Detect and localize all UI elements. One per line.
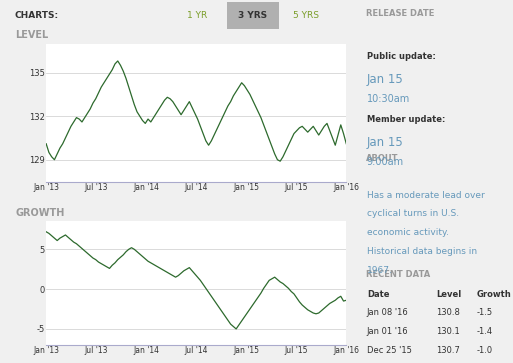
Text: 130.7: 130.7 bbox=[436, 346, 460, 355]
Text: 1 YR: 1 YR bbox=[187, 11, 207, 20]
Text: Date: Date bbox=[367, 290, 389, 299]
Text: LEVEL: LEVEL bbox=[15, 30, 49, 40]
Text: 1967.: 1967. bbox=[367, 266, 392, 275]
Text: 3 YRS: 3 YRS bbox=[239, 11, 268, 20]
Text: cyclical turns in U.S.: cyclical turns in U.S. bbox=[367, 209, 459, 219]
Text: Level: Level bbox=[436, 290, 461, 299]
Text: GROWTH: GROWTH bbox=[15, 208, 65, 218]
Text: Jan 15: Jan 15 bbox=[367, 136, 404, 149]
Text: economic activity.: economic activity. bbox=[367, 228, 449, 237]
Text: CHARTS:: CHARTS: bbox=[14, 11, 58, 20]
Text: Has a moderate lead over: Has a moderate lead over bbox=[367, 191, 485, 200]
Text: Growth: Growth bbox=[477, 290, 512, 299]
Text: Jan 15: Jan 15 bbox=[367, 73, 404, 86]
Text: -1.4: -1.4 bbox=[477, 327, 493, 337]
Text: 130.8: 130.8 bbox=[436, 309, 460, 318]
Text: RELEASE DATE: RELEASE DATE bbox=[366, 9, 435, 18]
Text: 9:00am: 9:00am bbox=[367, 157, 404, 167]
Text: ABOUT: ABOUT bbox=[366, 154, 399, 163]
Text: Public update:: Public update: bbox=[367, 52, 436, 61]
Text: Historical data begins in: Historical data begins in bbox=[367, 247, 477, 256]
Bar bbox=[227, 1, 280, 29]
Text: 130.1: 130.1 bbox=[436, 327, 460, 337]
Text: -1.5: -1.5 bbox=[477, 309, 493, 318]
Text: RECENT DATA: RECENT DATA bbox=[366, 270, 430, 279]
Text: Dec 25 '15: Dec 25 '15 bbox=[367, 346, 411, 355]
Text: Jan 08 '16: Jan 08 '16 bbox=[367, 309, 408, 318]
Text: -1.0: -1.0 bbox=[477, 346, 493, 355]
Text: 5 YRS: 5 YRS bbox=[293, 11, 319, 20]
Text: Jan 01 '16: Jan 01 '16 bbox=[367, 327, 408, 337]
Text: Member update:: Member update: bbox=[367, 115, 445, 124]
Text: 10:30am: 10:30am bbox=[367, 94, 410, 104]
